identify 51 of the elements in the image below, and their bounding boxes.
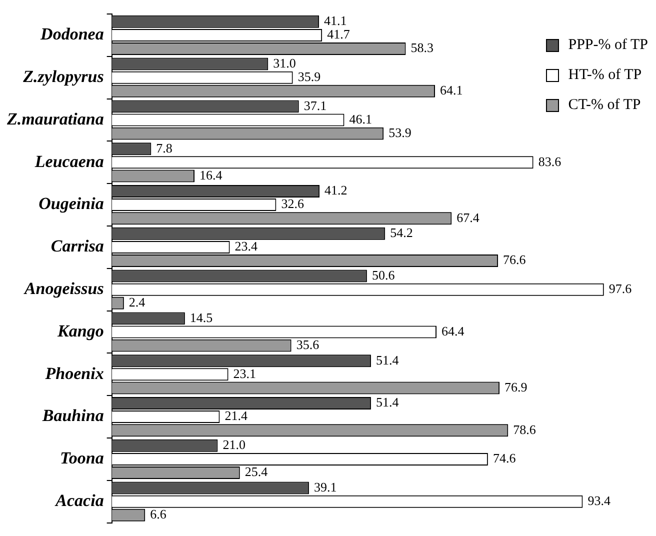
data-label: 2.4 bbox=[128, 294, 146, 310]
data-label: 23.4 bbox=[234, 238, 258, 254]
y-tick-label: Ougeinia bbox=[38, 194, 104, 214]
y-tick-label: Kango bbox=[56, 321, 104, 340]
legend-label: CT-% of TP bbox=[568, 96, 641, 115]
data-label: 54.2 bbox=[390, 225, 413, 240]
data-label: 41.7 bbox=[327, 26, 350, 42]
data-label: 51.4 bbox=[376, 394, 400, 410]
data-label: 7.8 bbox=[156, 140, 172, 156]
data-label: 67.4 bbox=[456, 210, 480, 225]
data-label: 35.6 bbox=[296, 336, 320, 352]
data-label: 21.0 bbox=[222, 437, 246, 452]
data-label: 25.4 bbox=[244, 464, 268, 480]
y-tick-label: Anogeissus bbox=[23, 278, 104, 298]
y-tick-label: Toona bbox=[60, 448, 104, 468]
data-label: 31.0 bbox=[273, 55, 296, 70]
data-label: 51.4 bbox=[376, 352, 400, 368]
data-label: 76.6 bbox=[503, 252, 526, 268]
data-label: 41.1 bbox=[324, 13, 347, 28]
data-label: 74.6 bbox=[492, 450, 516, 466]
data-label: 35.9 bbox=[298, 69, 321, 84]
y-tick-label: Z.zylopyrus bbox=[22, 66, 104, 86]
y-tick-label: Z.mauratiana bbox=[6, 109, 104, 128]
y-tick-label: Carrisa bbox=[50, 236, 104, 256]
data-label: 58.3 bbox=[410, 40, 434, 56]
legend-label: PPP-% of TP bbox=[568, 36, 648, 55]
y-tick-label: Leucaena bbox=[34, 152, 104, 171]
data-label: 37.1 bbox=[304, 98, 327, 113]
data-label: 39.1 bbox=[314, 479, 337, 494]
data-label: 93.4 bbox=[588, 493, 611, 508]
data-label: 21.4 bbox=[224, 408, 248, 424]
y-tick-label: Dodonea bbox=[40, 24, 104, 44]
data-label: 97.6 bbox=[608, 281, 632, 296]
data-label: 14.5 bbox=[190, 310, 213, 325]
data-label: 16.4 bbox=[200, 167, 223, 182]
data-label: 46.1 bbox=[349, 111, 372, 126]
data-label: 41.2 bbox=[324, 182, 348, 198]
data-label: 64.4 bbox=[442, 323, 465, 338]
data-label: 50.6 bbox=[372, 267, 396, 282]
data-label: 83.6 bbox=[538, 154, 562, 169]
y-tick-label: Phoenix bbox=[44, 364, 104, 383]
y-tick-label: Acacia bbox=[54, 490, 104, 510]
text: HT-% of TP bbox=[568, 66, 642, 85]
data-label: 32.6 bbox=[281, 196, 304, 212]
data-label: 53.9 bbox=[388, 124, 412, 140]
data-label: 78.6 bbox=[513, 422, 536, 437]
data-label: 76.9 bbox=[504, 379, 528, 394]
data-label: 6.6 bbox=[150, 506, 167, 522]
data-label: 23.1 bbox=[233, 366, 256, 381]
data-label: 64.1 bbox=[440, 82, 463, 98]
y-tick-label: Bauhina bbox=[41, 406, 104, 426]
